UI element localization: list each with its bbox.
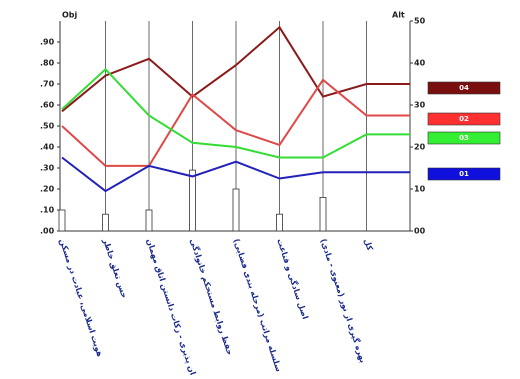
x-tick-label: حفظ روابط مستحکم خانوادگی [188, 237, 235, 356]
y-tick-label: .60 [40, 101, 55, 110]
y2-tick-label: 20 [414, 143, 426, 152]
y-tick-label: .90 [40, 38, 55, 47]
x-tick-label: حس تعلق خاطر [100, 237, 129, 300]
bar [58, 209, 66, 232]
line [61, 67, 410, 159]
y-tick-label: .70 [40, 80, 55, 89]
x-tick-label: هویت اسلامی، عبادت در مسکن [58, 238, 105, 359]
y-tick-label: .00 [40, 227, 55, 236]
y2-tick-label: 10 [414, 185, 426, 194]
y-tick-label: .30 [40, 164, 55, 173]
x-tick-label: بهره گیری از نور (معنوی - مادی) [319, 237, 369, 364]
line [61, 25, 410, 113]
bar [319, 196, 327, 232]
line [61, 156, 410, 193]
line [61, 78, 410, 167]
bar [145, 209, 153, 232]
bar [189, 169, 196, 232]
legend-swatch [427, 167, 501, 181]
y-axis-title: Obj [62, 11, 78, 20]
legend-label: 02 [459, 115, 469, 123]
y2-tick-label: 30 [414, 101, 426, 110]
x-tick-label: سلسله مراتب (مرحله بندی فضایی) [232, 238, 284, 373]
x-tick-label: اصل سادگی و قناعت [275, 237, 311, 320]
legend-swatch [427, 112, 501, 126]
y2-tick-label: 00 [414, 227, 426, 236]
legend-swatch [427, 131, 501, 145]
bar [276, 213, 283, 232]
y-tick-label: .40 [40, 143, 55, 152]
y-tick-label: .80 [40, 59, 55, 68]
y2-tick-label: 40 [414, 59, 426, 68]
y-tick-label: .50 [40, 122, 55, 131]
legend-label: 03 [459, 134, 469, 142]
y2-axis-title: Alt [392, 11, 405, 20]
x-tick-label: مهمان پذیری - زکات دانستن اتاق مهمان [145, 238, 203, 375]
legend-label: 01 [459, 170, 469, 178]
y2-tick-label: 50 [414, 17, 426, 26]
legend-label: 04 [459, 84, 469, 92]
bar [102, 213, 109, 232]
x-tick-label: کل [362, 238, 374, 252]
legend-swatch [427, 81, 501, 95]
bar [232, 188, 240, 232]
y-tick-label: .10 [40, 206, 55, 215]
y-tick-label: .20 [40, 185, 55, 194]
